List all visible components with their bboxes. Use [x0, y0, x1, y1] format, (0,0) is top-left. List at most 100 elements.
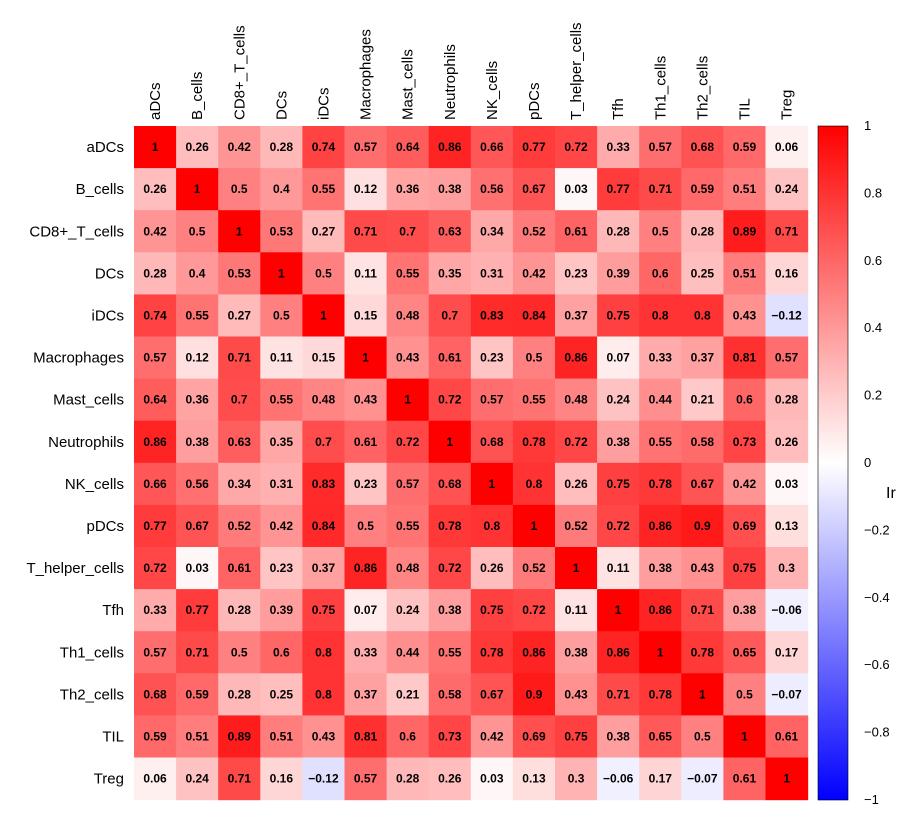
cell-value: 0.72 [438, 393, 462, 407]
colorbar-tick: 0.8 [864, 185, 882, 200]
heatmap-cell [176, 589, 219, 632]
heatmap-cell [512, 294, 556, 338]
heatmap-cell [302, 462, 346, 506]
cell-value: 1 [404, 393, 411, 407]
heatmap-cell [302, 168, 346, 211]
cell-value: 0.52 [564, 519, 588, 533]
row-label: CD8+_T_cells [29, 223, 124, 240]
cell-value: 1 [236, 224, 243, 238]
heatmap-cell [597, 715, 640, 759]
cell-value: 1 [446, 435, 453, 449]
heatmap-cell [681, 757, 724, 801]
heatmap-cell [597, 757, 640, 801]
cell-value-labels: 1 0.26 0.42 0.28 0.74 0.57 0.64 0.86 0.66 0.77 0.7… [143, 140, 802, 786]
cell-value: 0.55 [649, 435, 673, 449]
heatmap-cell [386, 336, 430, 380]
cell-value: 0.03 [480, 772, 504, 786]
cell-value: 1 [152, 140, 159, 154]
heatmap-cell [470, 715, 514, 759]
cell-value: 0.69 [522, 729, 546, 743]
heatmap-cell [218, 126, 261, 169]
cell-value: 1 [783, 772, 790, 786]
cell-value: 0.28 [396, 772, 420, 786]
cell-value: 0.57 [354, 140, 378, 154]
heatmap-cell [176, 504, 219, 548]
cell-value: 0.57 [354, 772, 378, 786]
cell-value: 0.38 [438, 182, 462, 196]
cell-value: 0.84 [522, 308, 546, 322]
heatmap-cell [176, 378, 219, 422]
cell-value: 0.12 [354, 182, 378, 196]
cell-value: 0.48 [564, 393, 588, 407]
column-label: CD8+_T_cells [231, 25, 248, 120]
row-label: Tfh [102, 602, 124, 619]
heatmap-cell [555, 589, 598, 632]
cell-value: 0.8 [526, 477, 543, 491]
cell-value: 0.38 [606, 435, 630, 449]
heatmap-cell [765, 294, 809, 338]
cell-value: 0.61 [228, 561, 252, 575]
cell-value: 0.38 [185, 435, 209, 449]
cell-value: 0.71 [354, 224, 378, 238]
cell-value: 0.27 [228, 308, 252, 322]
heatmap-cell [386, 589, 430, 632]
cell-value: 0.11 [354, 266, 377, 280]
heatmap-cell [428, 757, 472, 801]
row-label: T_helper_cells [26, 560, 124, 577]
heatmap-cell [260, 462, 303, 506]
heatmap-cell [470, 336, 514, 380]
heatmap-cell [597, 210, 640, 253]
heatmap-cell [512, 589, 556, 632]
heatmap-cell [260, 589, 303, 632]
heatmap-cell [134, 504, 177, 548]
cell-value: 0.5 [273, 308, 290, 322]
cell-value: 0.81 [354, 729, 378, 743]
heatmap-cell [218, 462, 261, 506]
cell-value: 0.33 [143, 603, 167, 617]
colorbar [817, 125, 849, 801]
heatmap-cell [597, 378, 640, 422]
heatmap-cell [428, 126, 472, 169]
heatmap-cell [765, 631, 809, 674]
cell-value: 0.51 [270, 729, 294, 743]
cell-value: 0.39 [606, 266, 630, 280]
cell-value: 0.5 [189, 224, 206, 238]
heatmap-cell [597, 126, 640, 169]
heatmap-cell [555, 631, 598, 674]
heatmap-cell [260, 504, 303, 548]
column-label: NK_cells [484, 61, 501, 120]
heatmap-cell [597, 252, 640, 295]
cell-value: −0.07 [687, 772, 718, 786]
cell-value: 0.36 [185, 393, 209, 407]
heatmap-cell [681, 420, 724, 464]
cell-value: 0.51 [733, 266, 757, 280]
heatmap-cell [344, 547, 388, 590]
heatmap-cell [639, 126, 682, 169]
cell-value: 0.13 [522, 772, 546, 786]
heatmap-cell [555, 504, 598, 548]
heatmap-cell [512, 168, 556, 211]
heatmap-cell [302, 547, 346, 590]
heatmap-cell [639, 631, 682, 674]
heatmap-cell [723, 631, 767, 674]
cell-value: 0.24 [606, 393, 630, 407]
heatmap-cell [555, 462, 598, 506]
cell-value: 0.38 [438, 603, 462, 617]
heatmap-cell [597, 547, 640, 590]
cell-value: 0.77 [606, 182, 630, 196]
heatmap-cell [218, 673, 261, 716]
cell-value: 0.71 [228, 351, 252, 365]
cell-value: 0.63 [438, 224, 462, 238]
heatmap-cell [681, 715, 724, 759]
heatmap-cell [218, 210, 261, 253]
heatmap-cell [218, 589, 261, 632]
heatmap-cell [555, 547, 598, 590]
heatmap-cell [176, 126, 219, 169]
cell-value: 0.68 [691, 140, 715, 154]
heatmap-cell [386, 126, 430, 169]
cell-value: 1 [362, 351, 369, 365]
colorbar-tick: −0.8 [864, 725, 890, 740]
heatmap-cell [134, 715, 177, 759]
heatmap-cell [428, 252, 472, 295]
heatmap-cell [134, 420, 177, 464]
